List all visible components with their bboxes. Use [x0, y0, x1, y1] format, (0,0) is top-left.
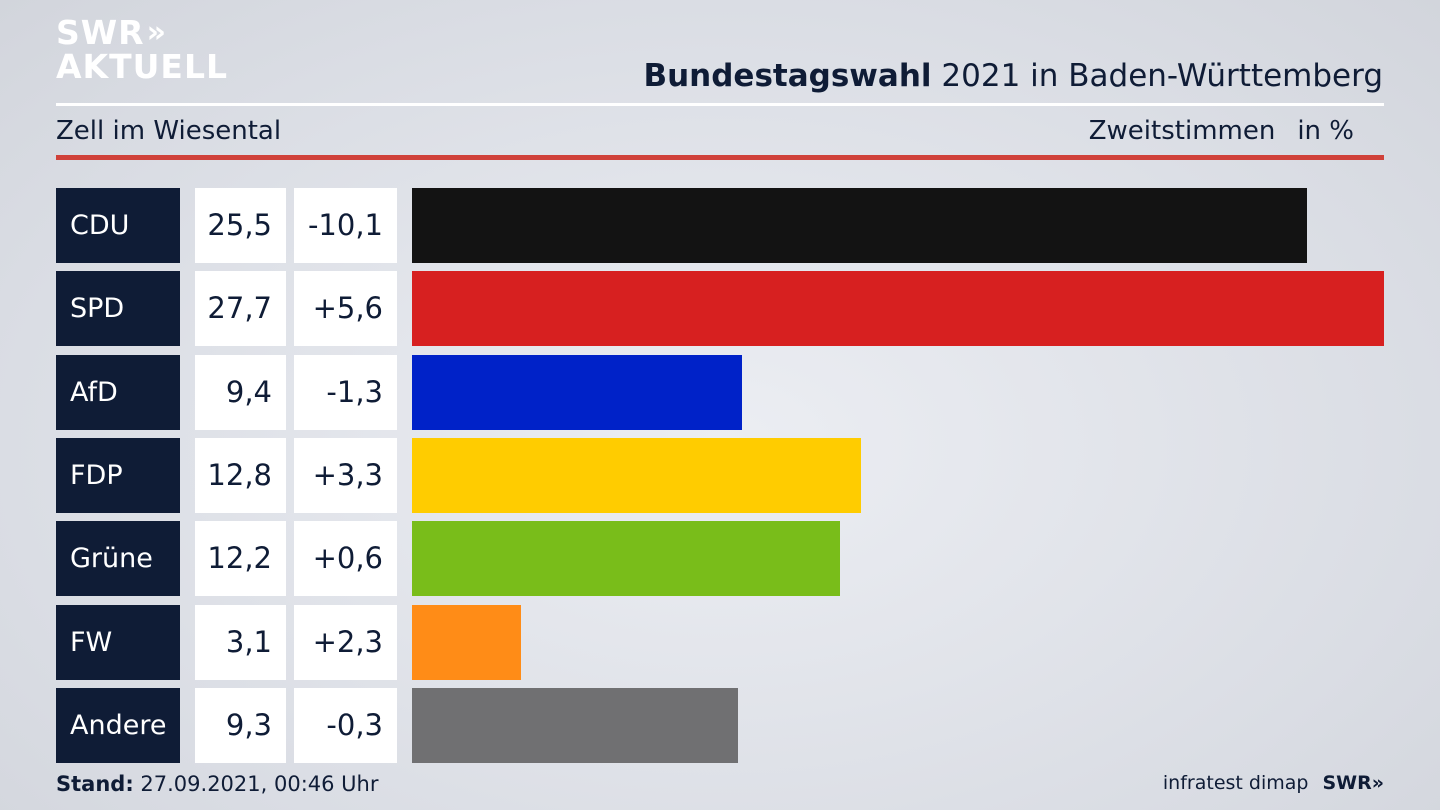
- change-label: -1,3: [294, 354, 397, 430]
- chart-title: Bundestagswahl 2021 in Baden-Württemberg: [643, 58, 1383, 94]
- swr-aktuell-logo: SWR » AKTUELL: [56, 16, 228, 83]
- change-label: +3,3: [294, 437, 397, 513]
- source-credit: infratest dimap SWR»: [1163, 772, 1384, 794]
- vote-share-bar: [412, 687, 739, 763]
- vote-share-label: 9,4: [195, 354, 286, 430]
- vote-share-label: 9,3: [195, 687, 286, 763]
- vote-share-label: 3,1: [195, 604, 286, 680]
- timestamp: Stand: 27.09.2021, 00:46 Uhr: [56, 772, 379, 796]
- vote-share-bar: [412, 521, 841, 597]
- unit-label: Zweitstimmen in %: [1089, 116, 1354, 146]
- vote-share-bar: [412, 188, 1307, 263]
- vote-share-bar: [412, 354, 742, 430]
- change-label: -0,3: [294, 687, 397, 763]
- change-label: +5,6: [294, 271, 397, 347]
- party-label: SPD: [56, 271, 180, 347]
- party-label: FW: [56, 604, 180, 680]
- source-text: infratest dimap: [1162, 772, 1309, 794]
- municipality-subtitle: Zell im Wiesental: [56, 116, 282, 146]
- vote-share-label: 27,7: [195, 271, 286, 347]
- change-label: -10,1: [294, 188, 397, 263]
- vote-share-bar: [412, 437, 862, 513]
- stand-value: 27.09.2021, 00:46 Uhr: [133, 772, 379, 796]
- change-label: +2,3: [294, 604, 397, 680]
- accent-divider: [56, 155, 1384, 160]
- unit-zweitstimmen: Zweitstimmen: [1088, 116, 1276, 146]
- unit-percent: in %: [1297, 116, 1354, 146]
- title-bold: Bundestagswahl: [643, 58, 932, 94]
- stand-label: Stand:: [56, 772, 134, 796]
- party-label: Grüne: [56, 521, 180, 597]
- party-label: AfD: [56, 354, 180, 430]
- vote-share-label: 12,8: [195, 437, 286, 513]
- logo-swr-text: SWR: [56, 13, 145, 52]
- logo-aktuell-text: AKTUELL: [56, 47, 229, 86]
- vote-share-bar: [412, 271, 1384, 347]
- vote-share-label: 25,5: [195, 188, 286, 263]
- party-label: CDU: [56, 188, 180, 263]
- change-label: +0,6: [294, 521, 397, 597]
- party-label: FDP: [56, 437, 180, 513]
- vote-share-bar: [412, 604, 521, 680]
- vote-share-label: 12,2: [195, 521, 286, 597]
- header-divider: [56, 103, 1384, 106]
- title-rest: 2021 in Baden-Württemberg: [931, 58, 1383, 94]
- party-label: Andere: [56, 687, 180, 763]
- swr-small-logo: SWR»: [1322, 772, 1384, 794]
- logo-chevrons: »: [146, 14, 167, 50]
